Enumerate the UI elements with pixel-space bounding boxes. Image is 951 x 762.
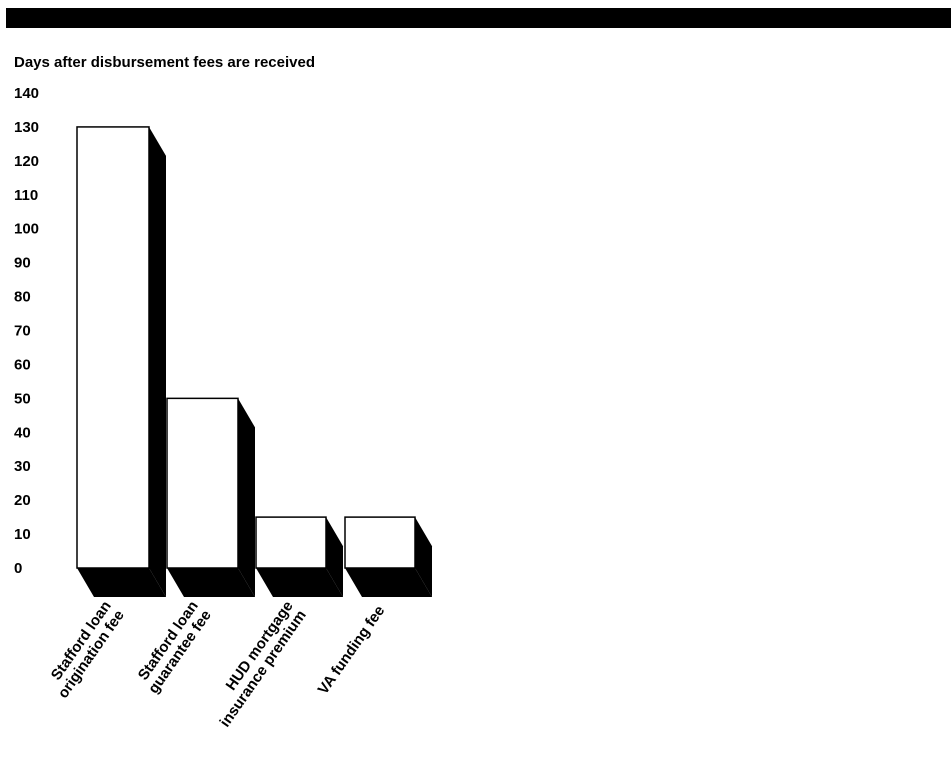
y-tick-label: 90 [14,255,31,272]
bar-side-face [326,517,343,597]
x-axis-labels: Stafford loanorigination fee Stafford loa… [42,598,389,730]
bar-side-face [149,126,166,597]
header-bar [6,8,951,28]
x-category-label: VA funding fee [315,603,389,698]
x-category-label: Stafford loanorigination fee [42,598,128,702]
y-tick-label: 20 [14,492,31,509]
bar-side-face [415,517,432,597]
y-tick-label: 30 [14,458,31,475]
y-tick-label: 120 [14,153,39,170]
y-tick-label: 10 [14,526,31,543]
x-category-line: VA funding fee [315,603,389,698]
y-tick-label: 110 [14,187,38,204]
bar-front-face [76,126,150,569]
bar-3 [255,516,343,597]
chart-title: Days after disbursement fees are receive… [14,54,315,71]
bar-floor-shadow [345,568,432,597]
y-tick-label: 130 [14,119,39,136]
y-tick-label: 50 [14,390,31,407]
bars [76,126,432,597]
bar-floor-shadow [167,568,255,597]
y-tick-label: 40 [14,424,31,441]
y-tick-label: 100 [14,221,39,238]
bar-4 [344,516,432,597]
bar-side-face [238,398,255,597]
bar-1 [76,126,166,597]
bar-front-face [344,516,416,569]
y-tick-label: 80 [14,289,31,306]
y-axis: 0 10 20 30 40 50 60 70 80 90 100 110 120 130 140 [14,85,39,577]
x-category-label: Stafford loanguarantee fee [132,598,215,697]
x-category-label: HUD mortgageinsurance premium [203,598,309,730]
y-tick-label: 70 [14,323,31,340]
y-tick-label: 60 [14,356,31,373]
bar-front-face [255,516,327,569]
bar-2 [166,397,255,597]
y-tick-label: 140 [14,85,39,102]
y-tick-label: 0 [14,560,22,577]
bar-floor-shadow [77,568,166,597]
bar-front-face [166,397,239,569]
bar-floor-shadow [256,568,343,597]
